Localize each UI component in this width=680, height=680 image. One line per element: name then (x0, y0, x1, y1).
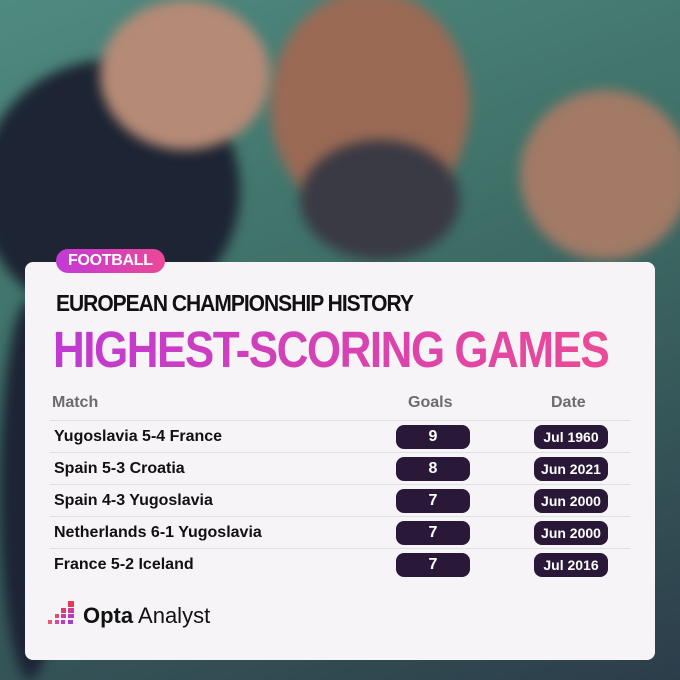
photo-shape (100, 0, 270, 150)
date-pill: Jun 2021 (534, 457, 608, 481)
page-title: HIGHEST-SCORING GAMES (53, 322, 610, 379)
goals-pill: 7 (396, 521, 470, 545)
column-header-date: Date (551, 394, 586, 411)
match-name: Spain 4-3 Yugoslavia (54, 492, 213, 509)
goals-pill: 9 (396, 425, 470, 449)
goals-pill: 7 (396, 553, 470, 577)
date-pill: Jun 2000 (534, 521, 608, 545)
brand-name: Opta Analyst (83, 603, 210, 629)
photo-shape (520, 90, 680, 260)
match-name: Yugoslavia 5-4 France (54, 428, 223, 445)
date-pill: Jul 1960 (534, 425, 608, 449)
match-name: Spain 5-3 Croatia (54, 460, 185, 477)
date-pill: Jul 2016 (534, 553, 608, 577)
column-header-goals: Goals (408, 394, 453, 411)
category-badge: FOOTBALL (56, 249, 165, 273)
table-row: Yugoslavia 5-4 France 9 Jul 1960 (50, 420, 630, 453)
subtitle: EUROPEAN CHAMPIONSHIP HISTORY (56, 291, 414, 317)
table-row: Spain 5-3 Croatia 8 Jun 2021 (50, 452, 630, 485)
photo-shape (300, 140, 460, 260)
goals-pill: 7 (396, 489, 470, 513)
date-pill: Jun 2000 (534, 489, 608, 513)
brand-bold: Opta (83, 603, 134, 628)
table-row: Netherlands 6-1 Yugoslavia 7 Jun 2000 (50, 516, 630, 549)
table-row: France 5-2 Iceland 7 Jul 2016 (50, 548, 630, 581)
brand-light: Analyst (138, 603, 211, 628)
match-name: France 5-2 Iceland (54, 556, 194, 573)
match-name: Netherlands 6-1 Yugoslavia (54, 524, 262, 541)
table-row: Spain 4-3 Yugoslavia 7 Jun 2000 (50, 484, 630, 517)
opta-logo-icon (48, 601, 74, 624)
goals-pill: 8 (396, 457, 470, 481)
column-header-match: Match (52, 394, 99, 411)
